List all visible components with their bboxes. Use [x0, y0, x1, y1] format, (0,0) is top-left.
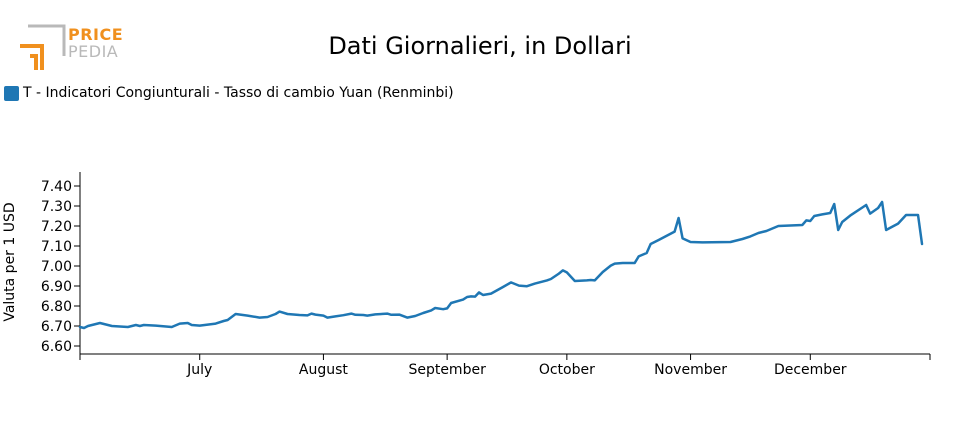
legend[interactable]: T - Indicatori Congiunturali - Tasso di …: [4, 84, 454, 102]
y-tick-label: 7.40: [41, 179, 72, 195]
y-tick-label: 7.10: [41, 239, 72, 255]
chart-title: Dati Giornalieri, in Dollari: [328, 32, 632, 60]
legend-label: T - Indicatori Congiunturali - Tasso di …: [23, 85, 454, 101]
y-tick-label: 6.60: [41, 339, 72, 355]
y-tick-label: 7.30: [41, 199, 72, 215]
logo-text-pedia: PEDIA: [68, 42, 119, 61]
x-tick-label: September: [408, 362, 486, 378]
y-tick-label: 7.00: [41, 259, 72, 275]
y-tick-label: 6.90: [41, 279, 72, 295]
x-axis: July August September October November Decemb…: [79, 353, 931, 378]
pricepedia-logo: PRICE PEDIA: [18, 24, 128, 74]
x-tick-label: July: [186, 362, 212, 378]
x-tick-label: December: [774, 362, 847, 378]
y-tick-label: 6.80: [41, 299, 72, 315]
y-tick-label: 6.70: [41, 319, 72, 335]
x-tick-label: November: [654, 362, 727, 378]
series-layer: [78, 200, 924, 330]
series-line: [78, 200, 924, 330]
x-tick-label: October: [539, 362, 595, 378]
x-tick-label: August: [299, 362, 349, 378]
y-tick-label: 7.20: [41, 219, 72, 235]
y-axis: 6.60 6.70 6.80 6.90 7.00 7.10 7.20 7.30 7.40: [41, 172, 81, 355]
logo-mark-icon: [20, 24, 66, 70]
legend-swatch: [4, 85, 19, 101]
logo-text-price: PRICE: [68, 25, 124, 44]
